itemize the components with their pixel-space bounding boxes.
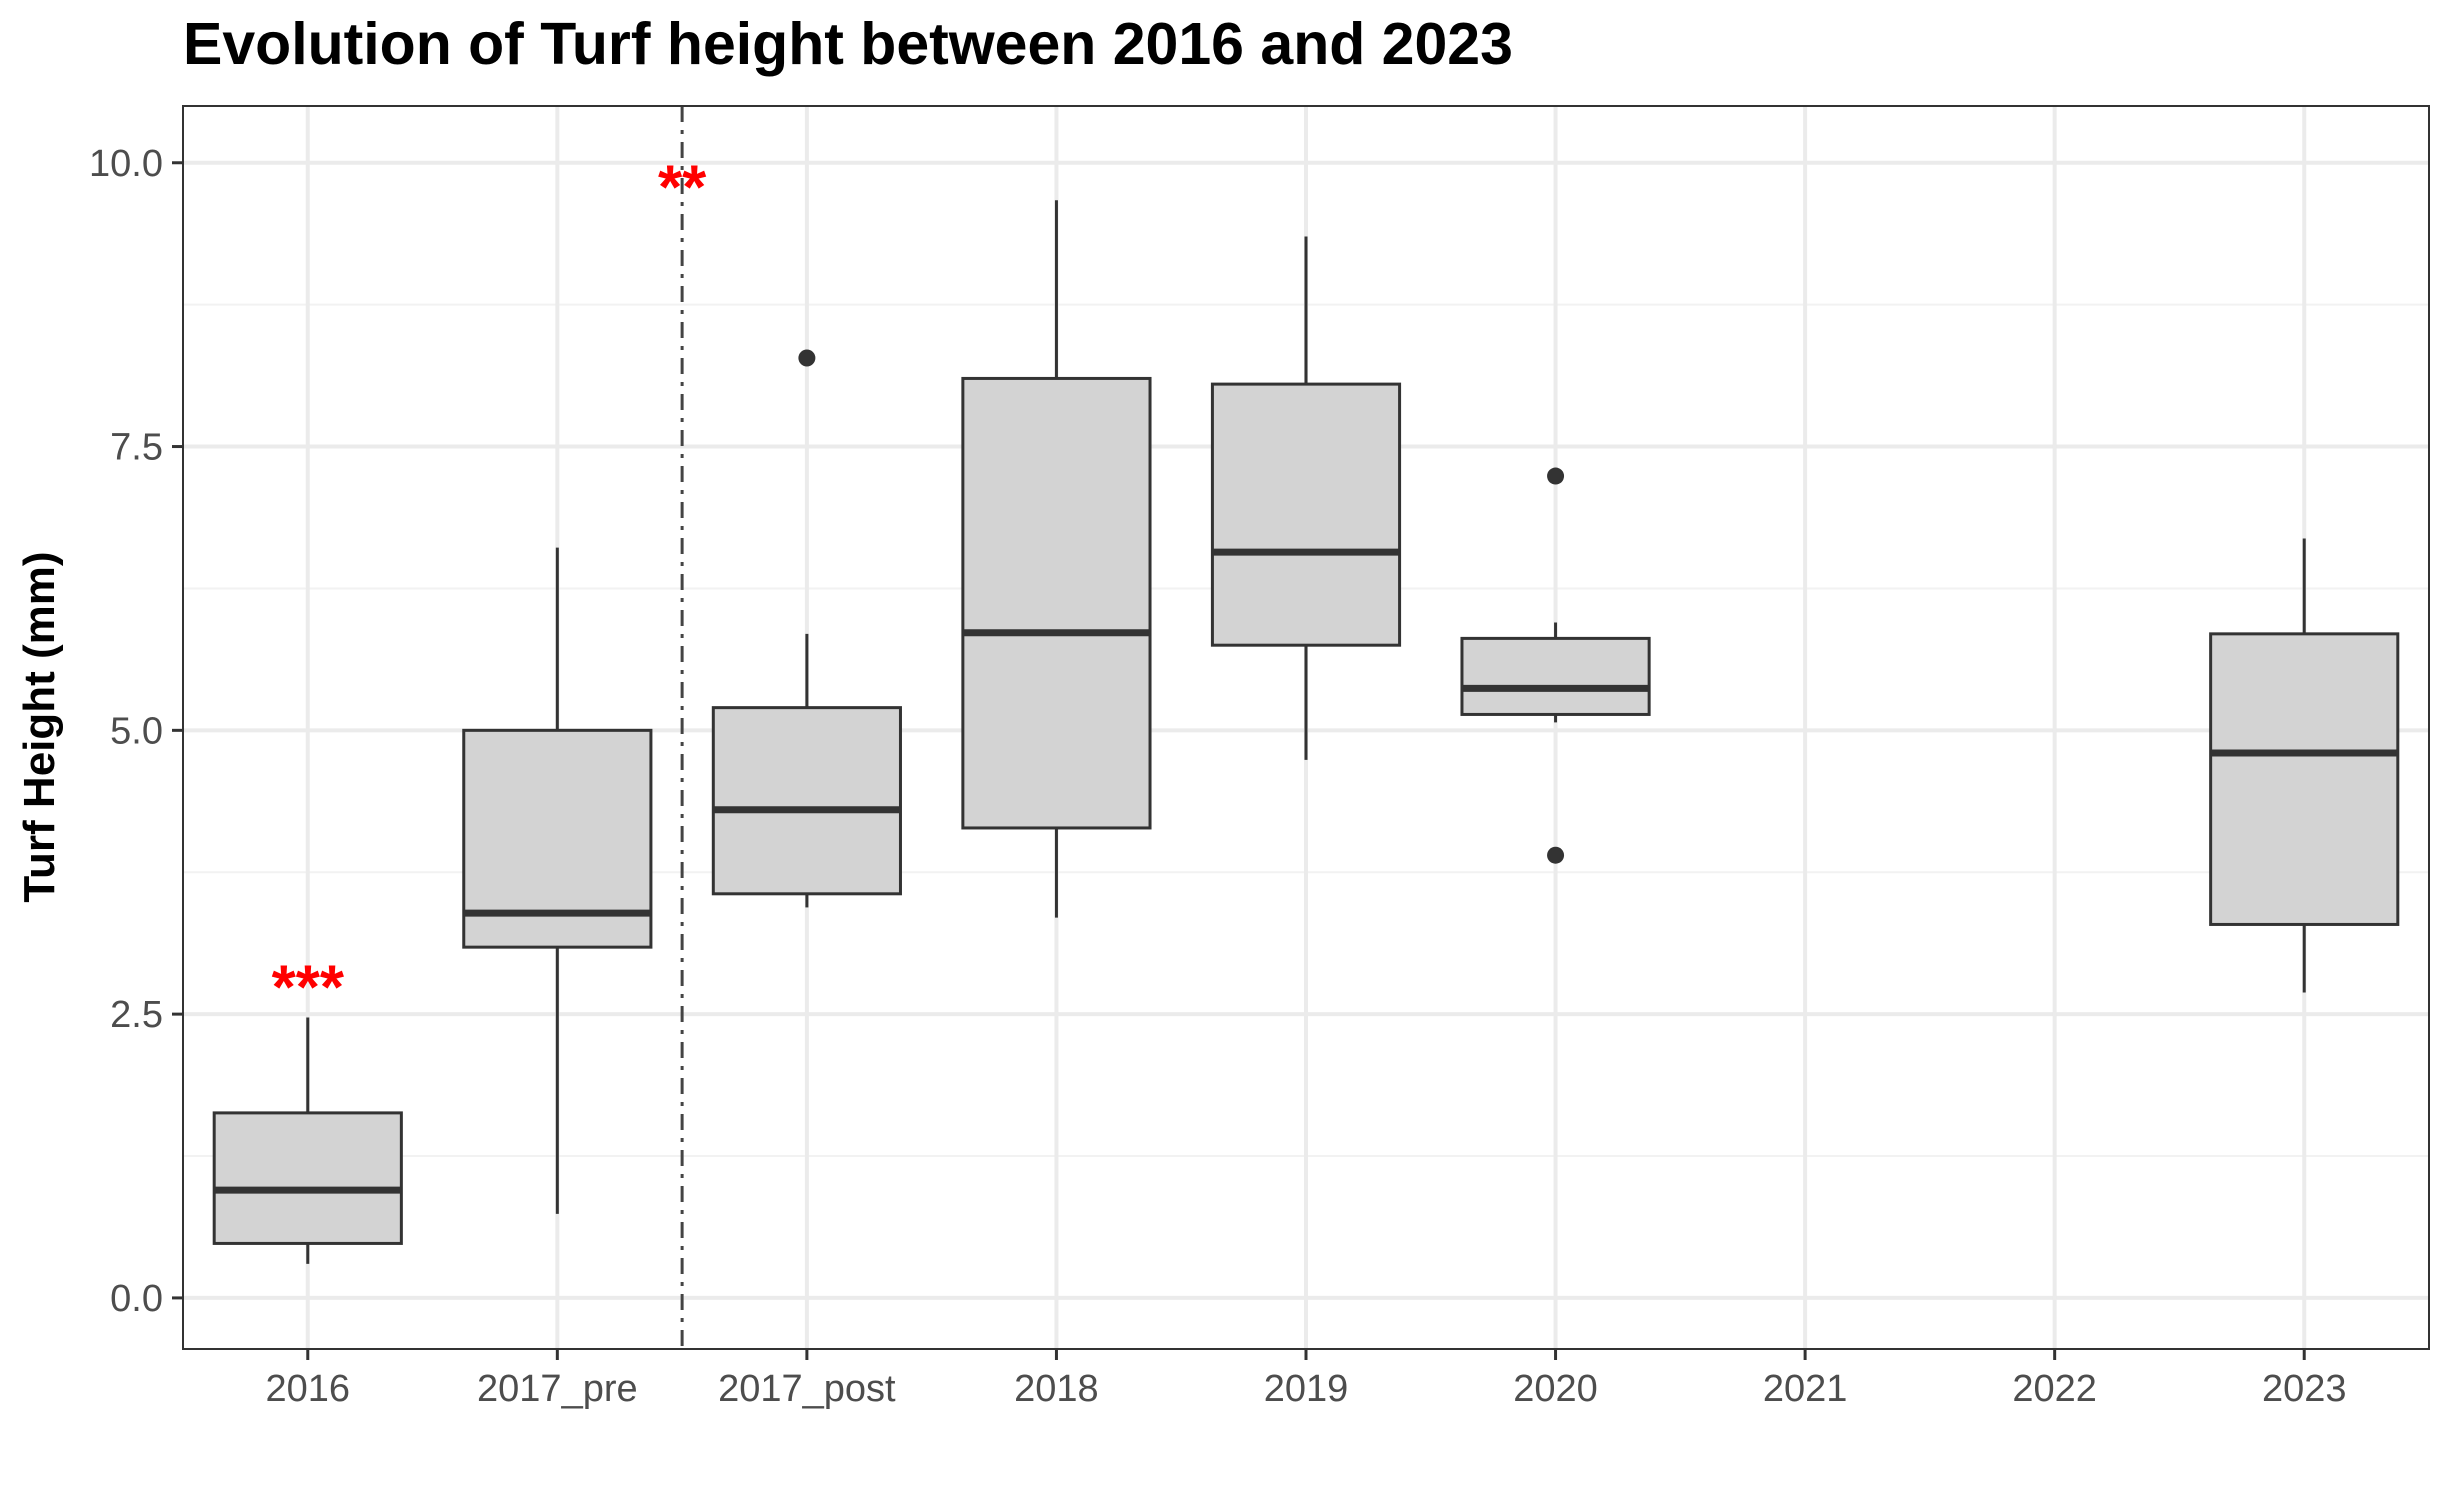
box-2017_post	[711, 349, 902, 908]
box-iqr	[212, 1111, 403, 1245]
y-tick-label: 2.5	[110, 994, 163, 1036]
box-iqr	[961, 376, 1152, 830]
x-tick-label: 2020	[1513, 1368, 1598, 1410]
x-tick-label: 2018	[1014, 1368, 1099, 1410]
x-tick-label: 2023	[2262, 1368, 2347, 1410]
outlier-point	[1547, 467, 1565, 485]
box-iqr	[1460, 636, 1651, 716]
x-tick-label: 2017_pre	[477, 1368, 638, 1410]
y-tick-label: 7.5	[110, 427, 163, 469]
x-tick-label: 2016	[266, 1368, 351, 1410]
annotations-group: *****	[272, 153, 708, 1022]
significance-label: ***	[272, 954, 345, 1023]
axes-group: 0.0 2.5 5.0 7.5 10.0 2016 2017_pre 2017_post 201…	[89, 143, 2346, 1410]
outlier-point	[1547, 846, 1565, 864]
y-tick-label: 10.0	[89, 143, 163, 185]
y-tick-label: 0.0	[110, 1278, 163, 1320]
outlier-point	[798, 349, 816, 367]
box-iqr	[2209, 632, 2400, 926]
x-tick-label: 2022	[2012, 1368, 2097, 1410]
box-2016	[212, 1017, 403, 1264]
box-2019	[1210, 236, 1402, 760]
y-tick-label: 5.0	[110, 710, 163, 752]
x-tick-label: 2021	[1763, 1368, 1848, 1410]
x-tick-label: 2019	[1264, 1368, 1349, 1410]
y-axis-title: Turf Height (mm)	[15, 551, 64, 902]
box-2023	[2209, 538, 2400, 993]
box-2017_pre	[462, 547, 653, 1214]
significance-label: **	[658, 153, 707, 222]
box-iqr	[1210, 382, 1402, 647]
chart-title: Evolution of Turf height between 2016 an…	[183, 11, 1513, 77]
box-2020	[1460, 467, 1651, 864]
box-2018	[961, 200, 1152, 918]
box-series	[212, 200, 2400, 1264]
x-tick-label: 2017_post	[718, 1368, 896, 1410]
box-iqr	[711, 706, 902, 896]
